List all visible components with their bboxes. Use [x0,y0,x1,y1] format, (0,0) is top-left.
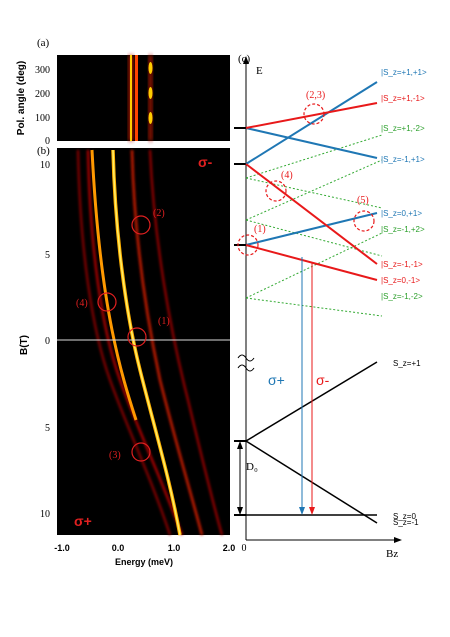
pol-line-1-core [130,55,132,141]
spectral-line-main-core [112,149,181,536]
panel-b: (2) (4) (1) (3) σ- σ+ 10 5 0 5 10 (b) B(… [19,145,235,567]
d0-label: D₀ [246,461,258,473]
state-label: |S_z=0,-1> [381,276,420,285]
crossing-label-2-3: (2,3) [306,90,325,101]
sigma-plus-label: σ+ [74,513,92,529]
level-red [245,102,378,129]
state-label: |S_z=0,+1> [381,209,422,218]
panel-b-xtick: 0.0 [112,543,125,553]
pol-line-2 [135,55,138,141]
d0-arrow-head [237,441,243,449]
pol-lobe [148,62,153,74]
axis-break [237,364,255,372]
panel-b-xtick: 2.0 [223,543,236,553]
marker-label-2: (2) [153,208,165,219]
panel-a: 300 200 100 0 (a) Pol. angle (deg) [16,37,230,147]
level-green [245,177,383,209]
panel-b-tag: (b) [37,145,50,157]
crossing-label-4: (4) [281,170,293,181]
panel-b-xlabel: Energy (meV) [115,557,173,567]
state-label: |S_z=-1,-1> [381,260,423,269]
sigma-minus-label: σ- [198,154,213,170]
lower-state-label: S_z=-1 [393,518,419,527]
panel-a-ytick: 300 [35,65,50,76]
panel-b-ytick: 10 [40,160,50,171]
panel-a-ytick: 100 [35,113,50,124]
spectral-line-1 [90,149,138,421]
state-label: |S_z=+1,-1> [381,94,425,103]
field-axis-zero: 0 [242,543,247,554]
panel-b-ylabel: B(T) [19,335,30,355]
d0-arrow-head [237,507,243,515]
transition-arrow-head [299,507,305,515]
panel-a-plot-area [57,55,230,141]
green-dotted-levels [245,134,383,317]
panel-a-ytick: 200 [35,89,50,100]
panel-a-ylabel: Pol. angle (deg) [16,61,27,135]
marker-circle-4 [97,292,117,312]
crossing-circle-1 [237,234,259,256]
panel-a-tag: (a) [37,37,50,49]
spectral-line-faint-left [77,149,171,536]
marker-circle-2 [131,215,151,235]
panel-b-ytick: 10 [40,509,50,520]
lower-state-label: S_z=0 [393,512,416,521]
state-label: |S_z=-1,+1> [381,155,425,164]
panel-b-xtick: 1.0 [168,543,181,553]
marker-circle-1 [127,327,147,347]
transition-sigma-plus-label: σ+ [268,372,285,388]
pol-lobe [148,87,153,99]
transition-sigma-minus-label: σ- [316,372,330,388]
marker-circle-3 [131,442,151,462]
panel-b-xtick: -1.0 [54,543,70,553]
level-blue [245,212,378,246]
panel-b-ytick: 5 [45,250,50,261]
level-red [245,163,378,265]
level-green [245,159,383,221]
transition-arrow-head [309,507,315,515]
crossing-circle-5 [353,210,375,232]
marker-label-3: (3) [109,450,121,461]
level-blue [245,127,378,159]
axis-break [237,354,255,362]
panel-b-plot-area [57,148,230,535]
spectral-line-faint [87,149,183,536]
state-label: |S_z=-1,+2> [381,225,425,234]
panel-b-markers [97,215,151,462]
crossing-circle-2-3 [303,103,325,125]
crossing-label-5: (5) [357,195,369,206]
panel-a-ytick: 0 [45,136,50,147]
energy-axis-arrow [243,56,249,64]
crossing-markers [237,103,375,256]
panel-c: (c) E Bz 0 [234,53,427,560]
energy-axis-label: E [256,65,263,77]
level-green [245,134,383,179]
panel-b-ytick: 0 [45,336,50,347]
state-label: |S_z=-1,-2> [381,292,423,301]
state-label: |S_z=+1,-2> [381,124,425,133]
state-label: |S_z=+1,+1> [381,68,427,77]
pol-lobe [148,112,153,124]
level-green [245,232,383,299]
panel-a-polarization-lines [129,55,153,141]
field-axis-arrow [394,537,402,543]
lower-state-label: S_z=+1 [393,359,421,368]
level-green [245,297,383,317]
field-axis-label: Bz [386,548,398,560]
crossing-circle-4 [265,180,287,202]
blue-levels [245,81,378,246]
marker-label-4: (4) [76,298,88,309]
spectral-line-far-right [149,149,223,536]
marker-label-1: (1) [158,316,170,327]
crossing-label-1: (1) [254,224,266,235]
level-blue [245,81,378,165]
panel-b-ytick: 5 [45,423,50,434]
